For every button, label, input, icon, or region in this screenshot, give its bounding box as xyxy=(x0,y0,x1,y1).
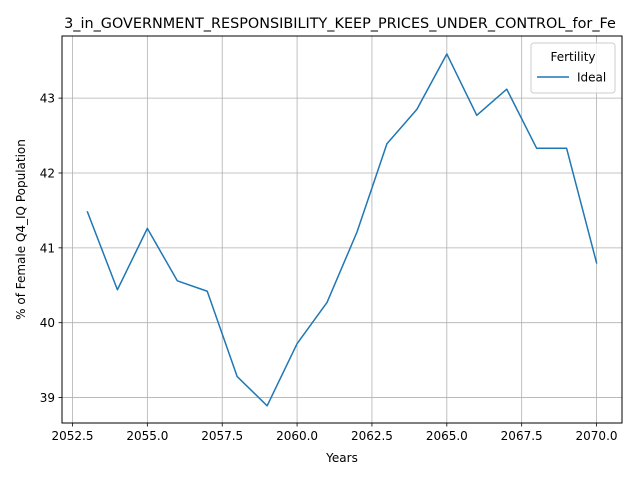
y-tick-label: 41 xyxy=(40,241,55,255)
legend-box xyxy=(530,42,616,94)
x-axis-ticks: 2052.5 2055.0 2057.5 2060.0 2062.5 2065.0 2067… xyxy=(51,423,618,443)
y-tick-label: 40 xyxy=(40,316,55,330)
series-layer xyxy=(86,53,598,407)
y-tick-label: 43 xyxy=(40,92,55,106)
y-tick-label: 39 xyxy=(40,391,55,405)
x-tick-label: 2060.0 xyxy=(276,429,318,443)
chart-title: 3_in_GOVERNMENT_RESPONSIBILITY_KEEP_PRIC… xyxy=(64,16,616,32)
x-axis-label: Years xyxy=(325,451,358,465)
legend: Fertility Ideal xyxy=(530,42,616,94)
x-tick-label: 2070.0 xyxy=(576,429,618,443)
x-tick-label: 2057.5 xyxy=(201,429,243,443)
x-tick-label: 2055.0 xyxy=(126,429,168,443)
y-tick-label: 42 xyxy=(40,166,55,180)
x-tick-label: 2052.5 xyxy=(51,429,93,443)
legend-label-ideal: Ideal xyxy=(577,71,606,85)
series-line-ideal xyxy=(86,53,598,407)
x-tick-label: 2062.5 xyxy=(351,429,393,443)
x-tick-label: 2065.0 xyxy=(426,429,468,443)
plot-frame xyxy=(61,35,623,424)
x-tick-label: 2067.5 xyxy=(501,429,543,443)
y-axis-label: % of Female Q4_IQ Population xyxy=(14,139,28,320)
legend-title: Fertility xyxy=(550,50,595,64)
y-axis-ticks: 39 40 41 42 43 xyxy=(40,92,62,405)
